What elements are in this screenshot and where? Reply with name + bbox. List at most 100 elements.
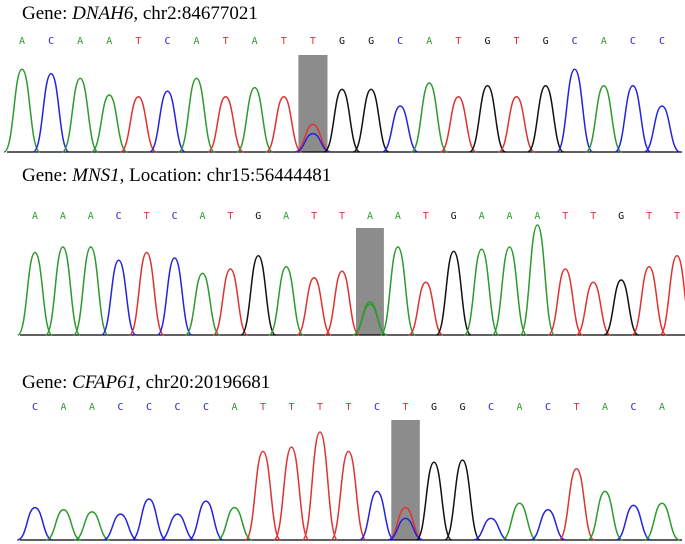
base-call-label: C [164,36,170,47]
base-call-label: A [534,211,540,222]
base-call-label: G [543,36,549,47]
trace-peak-A [74,511,110,541]
base-call-label: C [146,402,152,413]
trace-peak-G [240,255,277,336]
base-call-label: T [590,211,596,222]
trace-peak-C [148,90,186,153]
base-call-label: C [203,402,209,413]
trace-peak-A [72,246,109,336]
trace-peak-G [603,279,639,336]
base-call-label: A [32,211,38,222]
base-call-label: T [345,402,351,413]
trace-peak-T [547,268,584,336]
base-call-label: G [255,211,261,222]
base-call-label: T [223,36,229,47]
trace-peak-C [130,498,168,541]
base-call-label: T [260,402,266,413]
trace-peak-A [236,86,274,153]
trace-peak-G [469,85,506,153]
base-call-label: C [630,402,636,413]
base-call-label: T [281,36,287,47]
trace-peak-G [323,88,361,153]
trace-peak-C [102,513,139,541]
base-call-label: A [601,36,607,47]
trace-peak-T [324,270,360,336]
trace-peak-A [45,509,82,541]
base-call-label: G [459,402,465,413]
base-call-label: A [231,402,237,413]
variant-highlight [298,55,328,152]
base-call-label: G [451,211,457,222]
base-call-label: T [135,36,141,47]
base-call-label: A [88,211,94,222]
base-call-label: C [374,402,380,413]
trace-peak-A [16,251,54,336]
trace-peak-G [435,250,472,336]
trace-peak-G [352,88,390,153]
trace-peak-C [32,73,70,153]
trace-peak-A [268,266,304,336]
base-call-label: C [572,36,578,47]
trace-peak-C [358,490,396,541]
trace-peak-T [294,123,332,153]
trace-peak-C [159,513,196,541]
trace-peak-A [90,94,128,153]
base-call-label: C [116,211,122,222]
trace-peak-secondary-C [294,132,332,153]
base-call-label: T [573,402,579,413]
base-call-label: T [674,211,680,222]
panel-title: Gene: DNAH6, chr2:84677021 [22,3,258,24]
base-call-label: A [516,402,522,413]
base-call-label: T [455,36,461,47]
base-call-label: A [77,36,83,47]
trace-peak-T [631,266,667,336]
base-call-label: G [339,36,345,47]
trace-peak-A [501,502,538,541]
base-call-label: T [288,402,294,413]
base-call-label: T [646,211,652,222]
trace-peak-A [177,77,216,153]
trace-peak-C [187,500,225,541]
trace-peak-T [558,467,595,541]
trace-peak-T [498,96,535,153]
trace-peak-C [100,259,137,336]
trace-peak-A [491,246,528,336]
variant-highlight [391,420,420,540]
base-call-label: A [252,36,258,47]
base-call-label: T [423,211,429,222]
trace-peak-T [658,255,685,336]
panel-title: Gene: MNS1, Location: chr15:56444481 [22,165,332,186]
base-call-label: T [144,211,150,222]
trace-peak-C [381,105,419,153]
base-call-label: A [106,36,112,47]
panel-title: Gene: CFAP61, chr20:20196681 [22,372,271,393]
trace-peak-T [387,506,424,541]
trace-peak-A [61,77,99,153]
base-call-label: T [562,211,568,222]
base-call-label: G [431,402,437,413]
base-call-label: A [506,211,512,222]
trace-peak-A [586,490,624,541]
trace-peak-T [439,96,477,153]
base-call-label: C [172,211,178,222]
variant-highlight [356,228,384,335]
trace-peak-T [265,96,303,153]
base-call-label: A [193,36,199,47]
trace-peak-T [296,277,332,336]
base-call-label: A [283,211,289,222]
trace-peak-A [3,68,41,153]
trace-peak-T [128,251,165,336]
base-call-label: T [402,402,408,413]
trace-peak-T [244,450,282,541]
trace-peak-C [156,257,193,336]
trace-peak-T [207,96,245,153]
base-call-label: G [618,211,624,222]
trace-peak-G [415,461,453,541]
trace-peak-A [410,82,448,153]
base-call-label: A [602,402,608,413]
base-call-label: C [32,402,38,413]
trace-peak-A [519,224,556,336]
